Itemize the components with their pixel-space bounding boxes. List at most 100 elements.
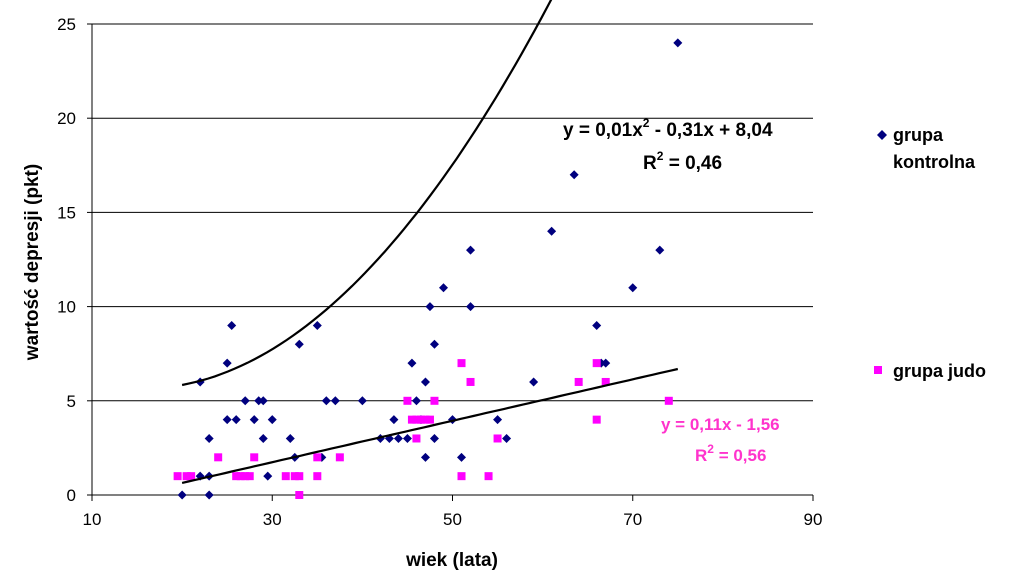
x-tick-label: 70 <box>623 510 642 529</box>
data-point <box>222 358 232 368</box>
data-point <box>484 472 493 481</box>
y-tick-label: 20 <box>57 109 76 128</box>
data-point <box>227 320 237 330</box>
data-point <box>258 396 268 406</box>
data-point <box>416 415 425 424</box>
data-point <box>182 472 191 481</box>
data-point <box>429 433 439 443</box>
y-tick-label: 0 <box>67 486 76 505</box>
data-point <box>204 433 214 443</box>
data-point <box>335 453 344 462</box>
data-point <box>601 358 611 368</box>
data-point <box>204 490 214 500</box>
data-point <box>457 452 467 462</box>
legend: grupa kontrolna grupa judo <box>874 125 986 381</box>
legend-item-kontrolna: grupa kontrolna <box>877 125 976 172</box>
x-axis-title: wiek (lata) <box>405 550 498 571</box>
data-point <box>412 434 421 443</box>
data-point <box>249 415 259 425</box>
data-point <box>177 490 187 500</box>
x-tick-label: 90 <box>804 510 823 529</box>
data-point <box>402 433 412 443</box>
trendline-equation-judo: y = 0,11x - 1,56 <box>661 415 780 434</box>
data-point <box>403 396 412 405</box>
data-point <box>173 472 182 481</box>
data-point <box>493 415 503 425</box>
y-tick-label: 5 <box>67 392 76 411</box>
data-point <box>411 396 421 406</box>
data-point <box>295 491 304 499</box>
data-point <box>457 472 466 481</box>
data-point <box>664 396 673 405</box>
data-point <box>313 453 322 462</box>
data-point <box>294 339 304 349</box>
data-point <box>502 433 512 443</box>
data-point <box>231 415 241 425</box>
data-point <box>430 396 439 405</box>
data-point <box>357 396 367 406</box>
data-point <box>466 245 476 255</box>
data-point <box>569 170 579 180</box>
gridlines <box>92 23 813 402</box>
data-point <box>240 396 250 406</box>
data-point <box>290 472 299 481</box>
data-point <box>655 245 665 255</box>
data-point <box>214 453 223 462</box>
trendline-equation-kontrolna: y = 0,01x2 - 0,31x + 8,04 <box>563 116 773 141</box>
data-point <box>295 472 304 481</box>
data-points <box>173 38 683 500</box>
data-point <box>389 415 399 425</box>
y-tick-labels: 0 5 10 15 20 25 <box>57 15 76 505</box>
data-point <box>285 433 295 443</box>
data-point <box>263 471 273 481</box>
data-point <box>574 377 583 386</box>
data-point <box>628 283 638 293</box>
trendline-kontrolna <box>181 0 553 387</box>
data-point <box>250 453 259 462</box>
data-point <box>412 415 421 424</box>
data-point <box>420 452 430 462</box>
data-point <box>254 396 264 406</box>
series-judo <box>173 359 673 499</box>
data-point <box>592 359 601 368</box>
legend-label-kontrolna-line2: kontrolna <box>893 152 976 172</box>
data-point <box>187 472 196 481</box>
data-point <box>245 472 254 481</box>
data-point <box>425 415 434 424</box>
data-point <box>466 302 476 312</box>
data-point <box>457 359 466 368</box>
data-point <box>466 377 475 386</box>
legend-label-judo: grupa judo <box>893 361 986 381</box>
data-point <box>241 472 250 481</box>
data-point <box>321 396 331 406</box>
data-point <box>313 472 322 481</box>
y-axis-title: wartość depresji (pkt) <box>22 164 43 361</box>
data-point <box>673 38 683 48</box>
data-point <box>592 415 601 424</box>
legend-marker-kontrolna <box>877 130 887 140</box>
data-point <box>393 433 403 443</box>
data-point <box>420 377 430 387</box>
data-point <box>425 302 435 312</box>
legend-label-kontrolna-line1: grupa <box>893 125 944 145</box>
data-point <box>407 358 417 368</box>
x-tick-label: 30 <box>263 510 282 529</box>
data-point <box>407 415 416 424</box>
trendlines <box>181 0 679 484</box>
data-point <box>267 415 277 425</box>
data-point <box>438 283 448 293</box>
data-point <box>222 415 232 425</box>
data-point <box>236 472 245 481</box>
data-point <box>258 433 268 443</box>
data-point <box>281 472 290 481</box>
series-kontrolna <box>177 38 683 500</box>
y-tick-label: 25 <box>57 15 76 34</box>
x-tick-label: 50 <box>443 510 462 529</box>
legend-marker-judo <box>874 366 882 374</box>
data-point <box>232 472 241 481</box>
x-tick-labels: 10 30 50 70 90 <box>83 510 823 529</box>
data-point <box>529 377 539 387</box>
trendline-r2-kontrolna: R2 = 0,46 <box>643 149 722 174</box>
legend-item-judo: grupa judo <box>874 361 986 381</box>
